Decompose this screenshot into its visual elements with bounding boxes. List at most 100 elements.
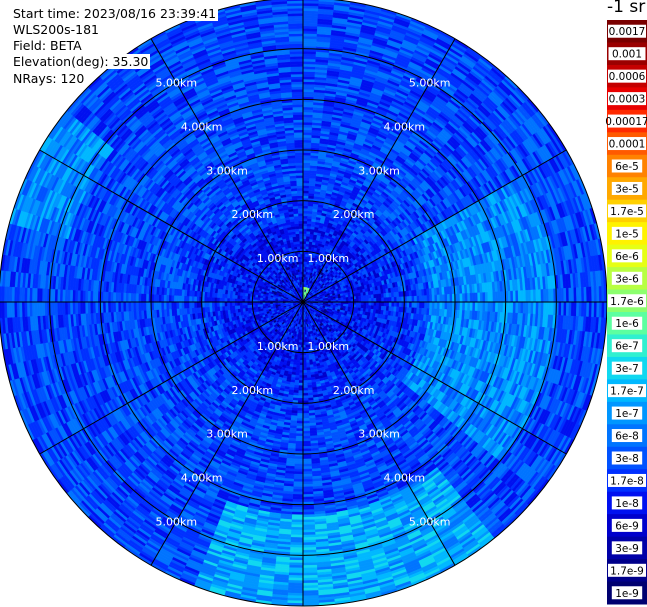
range-gate-cell xyxy=(302,205,309,209)
range-gate-cell xyxy=(482,301,486,312)
range-gate-cell xyxy=(302,215,308,219)
range-gate-cell xyxy=(459,293,463,303)
range-gate-cell xyxy=(383,297,387,303)
range-gate-cell xyxy=(484,301,489,312)
range-gate-cell xyxy=(302,210,308,214)
range-gate-cell xyxy=(406,296,410,303)
range-gate-cell xyxy=(414,301,418,309)
range-gate-cell xyxy=(457,293,461,303)
range-gate-cell xyxy=(381,297,385,303)
range-gate-cell xyxy=(302,119,313,123)
range-gate-cell xyxy=(302,220,308,224)
range-gate-cell xyxy=(302,129,313,133)
range-gate-cell xyxy=(393,301,397,308)
range-gate-cell xyxy=(388,297,392,303)
range-gate-cell xyxy=(360,304,364,309)
range-gate-cell xyxy=(302,182,310,186)
range-gate-cell xyxy=(409,301,413,308)
range-gate-cell xyxy=(305,246,310,250)
range-gate-cell xyxy=(302,233,307,237)
range-gate-cell xyxy=(474,292,479,303)
range-gate-cell xyxy=(302,223,308,227)
range-gate-cell xyxy=(340,297,344,301)
range-gate-cell xyxy=(343,297,347,301)
range-gate-cell xyxy=(302,152,312,156)
range-gate-cell xyxy=(302,144,312,148)
range-gate-cell xyxy=(393,296,397,303)
range-gate-cell xyxy=(424,295,428,303)
range-gate-cell xyxy=(302,154,311,159)
range-gate-cell xyxy=(396,296,400,303)
range-gate-cell xyxy=(429,301,433,309)
range-gate-cell xyxy=(378,297,382,303)
range-gate-cell xyxy=(484,292,489,303)
range-gate-cell xyxy=(373,297,377,303)
range-gate-cell xyxy=(358,295,362,300)
range-gate-cell xyxy=(302,132,313,136)
range-gate-cell xyxy=(302,230,307,234)
range-gate-cell xyxy=(421,301,425,309)
range-gate-cell xyxy=(302,126,313,131)
range-gate-cell xyxy=(439,301,443,310)
range-gate-cell xyxy=(419,301,423,309)
range-gate-cell xyxy=(302,170,311,174)
range-gate-cell xyxy=(358,304,362,309)
range-gate-cell xyxy=(383,301,387,307)
range-gate-cell xyxy=(302,124,313,128)
range-gate-cell xyxy=(378,301,382,307)
range-gate-cell xyxy=(464,293,468,303)
range-gate-cell xyxy=(302,121,313,126)
range-gate-cell xyxy=(360,295,364,300)
range-gate-cell xyxy=(411,295,415,303)
range-gate-cell xyxy=(305,243,310,247)
range-gate-cell xyxy=(302,167,311,171)
range-gate-cell xyxy=(318,0,335,3)
range-gate-cell xyxy=(302,164,311,169)
range-gate-cell xyxy=(449,301,453,311)
range-gate-cell xyxy=(355,295,359,300)
range-gate-cell xyxy=(459,301,463,311)
range-gate-cell xyxy=(479,292,484,303)
range-gate-cell xyxy=(371,301,375,306)
range-gate-cell xyxy=(482,292,486,303)
range-gate-cell xyxy=(302,192,309,196)
range-gate-cell xyxy=(368,298,372,303)
range-gate-cell xyxy=(409,296,413,303)
range-gate-cell xyxy=(302,218,308,222)
range-gate-cell xyxy=(398,301,403,308)
range-gate-cell xyxy=(302,235,307,239)
range-gate-cell xyxy=(381,301,385,307)
range-gate-cell xyxy=(444,294,448,303)
range-gate-cell xyxy=(302,208,309,212)
range-gate-cell xyxy=(462,301,466,311)
range-gate-cell xyxy=(411,301,415,309)
range-gate-cell xyxy=(302,142,312,146)
range-gate-cell xyxy=(477,301,481,312)
range-gate-cell xyxy=(426,301,430,309)
range-gate-cell xyxy=(302,225,308,229)
range-gate-cell xyxy=(376,297,380,303)
range-gate-cell xyxy=(302,185,310,189)
range-gate-cell xyxy=(386,297,390,303)
range-gate-cell xyxy=(368,301,372,306)
range-gate-cell xyxy=(386,301,390,307)
range-gate-cell xyxy=(302,190,310,194)
range-gate-cell xyxy=(302,172,310,176)
range-gate-cell xyxy=(431,294,435,303)
range-gate-cell xyxy=(431,301,435,310)
range-gate-cell xyxy=(302,157,311,161)
range-gate-cell xyxy=(472,292,476,303)
range-gate-cell xyxy=(302,213,308,217)
range-gate-cell xyxy=(355,304,359,309)
range-gate-cell xyxy=(444,301,448,310)
range-gate-cell xyxy=(439,294,443,303)
range-gate-cell xyxy=(416,301,420,309)
range-gate-cell xyxy=(345,297,349,300)
range-gate-cell xyxy=(474,301,479,312)
range-gate-cell xyxy=(371,298,375,303)
range-gate-cell xyxy=(414,295,418,303)
range-gate-cell xyxy=(302,177,310,181)
range-gate-cell xyxy=(388,301,392,307)
range-gate-cell xyxy=(441,294,446,303)
